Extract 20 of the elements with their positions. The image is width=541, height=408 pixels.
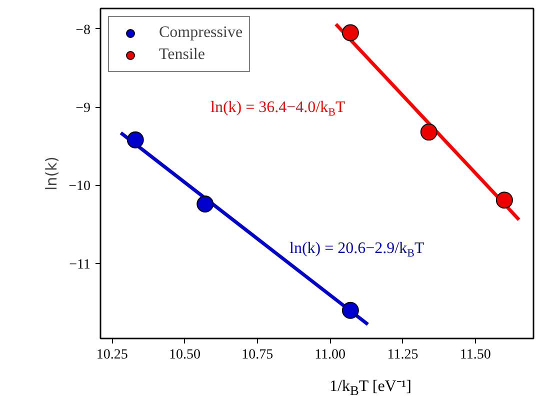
point [342, 302, 359, 319]
y-tick-label: −9 [76, 101, 91, 116]
x-tick-label: 10.50 [169, 348, 201, 362]
y-tick-label: −10 [68, 179, 91, 194]
y-tick-label: −8 [76, 22, 91, 38]
x-tick-label: 11.25 [387, 348, 418, 362]
legend-label: Compressive [159, 24, 243, 42]
point [342, 24, 359, 42]
point [196, 196, 214, 212]
y-axis-title: ln(k) [42, 156, 61, 191]
point [496, 192, 513, 209]
y-tick-label: −11 [69, 257, 91, 272]
legend-label: Tensile [159, 46, 205, 64]
x-tick-label: 10.75 [242, 348, 274, 362]
x-tick-label: 10.25 [96, 348, 128, 362]
point [126, 131, 144, 148]
x-axis-title: 1/k$_{B}$T [eV⁻¹] [330, 377, 412, 400]
x-tick-label: 11.00 [314, 348, 346, 362]
point [420, 124, 438, 141]
x-tick-label: 11.50 [460, 348, 491, 362]
